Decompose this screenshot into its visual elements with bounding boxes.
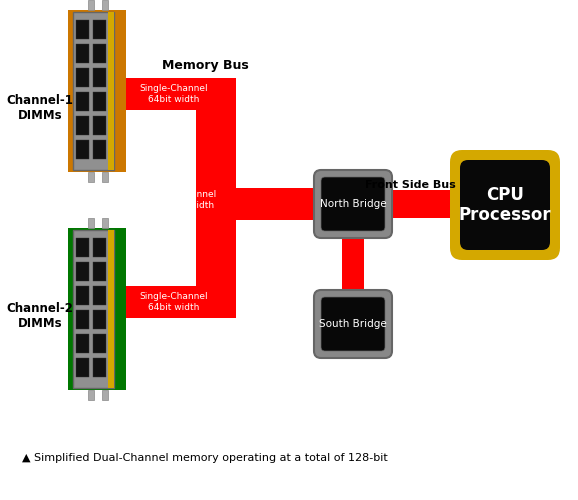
Text: Single-Channel
64bit width: Single-Channel 64bit width (140, 84, 208, 103)
Bar (76, 310, 89, 329)
Bar (76, 140, 89, 159)
Text: ▲ Simplified Dual-Channel memory operating at a total of 128-bit: ▲ Simplified Dual-Channel memory operati… (22, 453, 388, 463)
FancyBboxPatch shape (321, 177, 385, 231)
Bar (93, 358, 106, 377)
Bar (76, 334, 89, 353)
Bar (93, 238, 106, 257)
Bar (102, 0, 108, 10)
Text: Channel-1
DIMMs: Channel-1 DIMMs (6, 94, 73, 122)
FancyBboxPatch shape (450, 150, 560, 260)
Bar (93, 44, 106, 63)
Bar (88, 390, 94, 400)
Bar (93, 92, 106, 111)
Text: Channel-2
DIMMs: Channel-2 DIMMs (6, 302, 73, 330)
Bar (88, 172, 94, 182)
Bar (88, 218, 94, 228)
Bar (68, 228, 126, 390)
Bar (392, 190, 450, 218)
Bar (236, 188, 314, 220)
Bar (108, 12, 114, 170)
Bar (93, 20, 106, 39)
Bar (93, 286, 106, 305)
FancyBboxPatch shape (460, 160, 550, 250)
FancyBboxPatch shape (314, 170, 392, 238)
Bar (88, 0, 94, 10)
Text: North Bridge: North Bridge (320, 199, 386, 209)
Bar (342, 238, 364, 290)
Bar (108, 230, 114, 388)
Bar (73, 230, 114, 388)
Text: South Bridge: South Bridge (319, 319, 387, 329)
Bar (76, 68, 89, 87)
Bar (93, 262, 106, 281)
Bar (76, 358, 89, 377)
Bar (93, 334, 106, 353)
Bar (93, 140, 106, 159)
FancyBboxPatch shape (314, 290, 392, 358)
Bar (102, 172, 108, 182)
Bar (126, 78, 236, 318)
Bar (68, 10, 126, 172)
Text: CPU
Processor: CPU Processor (459, 186, 551, 224)
Bar (76, 92, 89, 111)
Bar (102, 390, 108, 400)
Bar (76, 44, 89, 63)
FancyBboxPatch shape (321, 297, 385, 351)
Text: Front Side Bus: Front Side Bus (365, 180, 455, 190)
Bar (93, 68, 106, 87)
Text: Dual-Channel
128bit width: Dual-Channel 128bit width (155, 190, 217, 210)
Bar (76, 262, 89, 281)
Bar (76, 238, 89, 257)
Bar (73, 12, 114, 170)
Bar (93, 310, 106, 329)
Text: Memory Bus: Memory Bus (162, 60, 249, 72)
Bar (76, 286, 89, 305)
Bar (93, 116, 106, 135)
Bar (126, 110, 196, 286)
Bar (76, 20, 89, 39)
Text: Single-Channel
64bit width: Single-Channel 64bit width (140, 292, 208, 312)
Bar (76, 116, 89, 135)
Bar (102, 218, 108, 228)
